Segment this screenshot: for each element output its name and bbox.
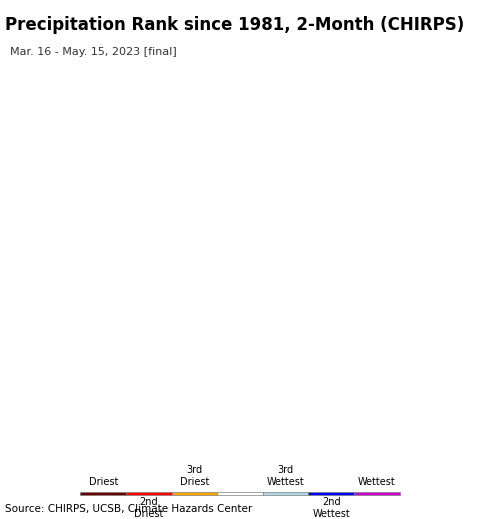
Text: 2nd
Driest: 2nd Driest (134, 497, 164, 519)
Bar (354, 491, 399, 495)
Text: Source: CHIRPS, UCSB, Climate Hazards Center: Source: CHIRPS, UCSB, Climate Hazards Ce… (5, 503, 252, 514)
Bar (126, 491, 171, 495)
Text: 2nd
Wettest: 2nd Wettest (312, 497, 350, 519)
Bar (263, 491, 308, 495)
Text: Driest: Driest (88, 477, 118, 487)
Bar (80, 491, 126, 495)
Text: 3rd
Wettest: 3rd Wettest (267, 466, 304, 487)
Bar (217, 491, 263, 495)
Bar (308, 491, 354, 495)
Text: 3rd
Driest: 3rd Driest (180, 466, 209, 487)
Text: Precipitation Rank since 1981, 2-Month (CHIRPS): Precipitation Rank since 1981, 2-Month (… (5, 16, 464, 34)
Text: Mar. 16 - May. 15, 2023 [final]: Mar. 16 - May. 15, 2023 [final] (10, 47, 176, 57)
Bar (172, 491, 217, 495)
Text: Wettest: Wettest (358, 477, 396, 487)
